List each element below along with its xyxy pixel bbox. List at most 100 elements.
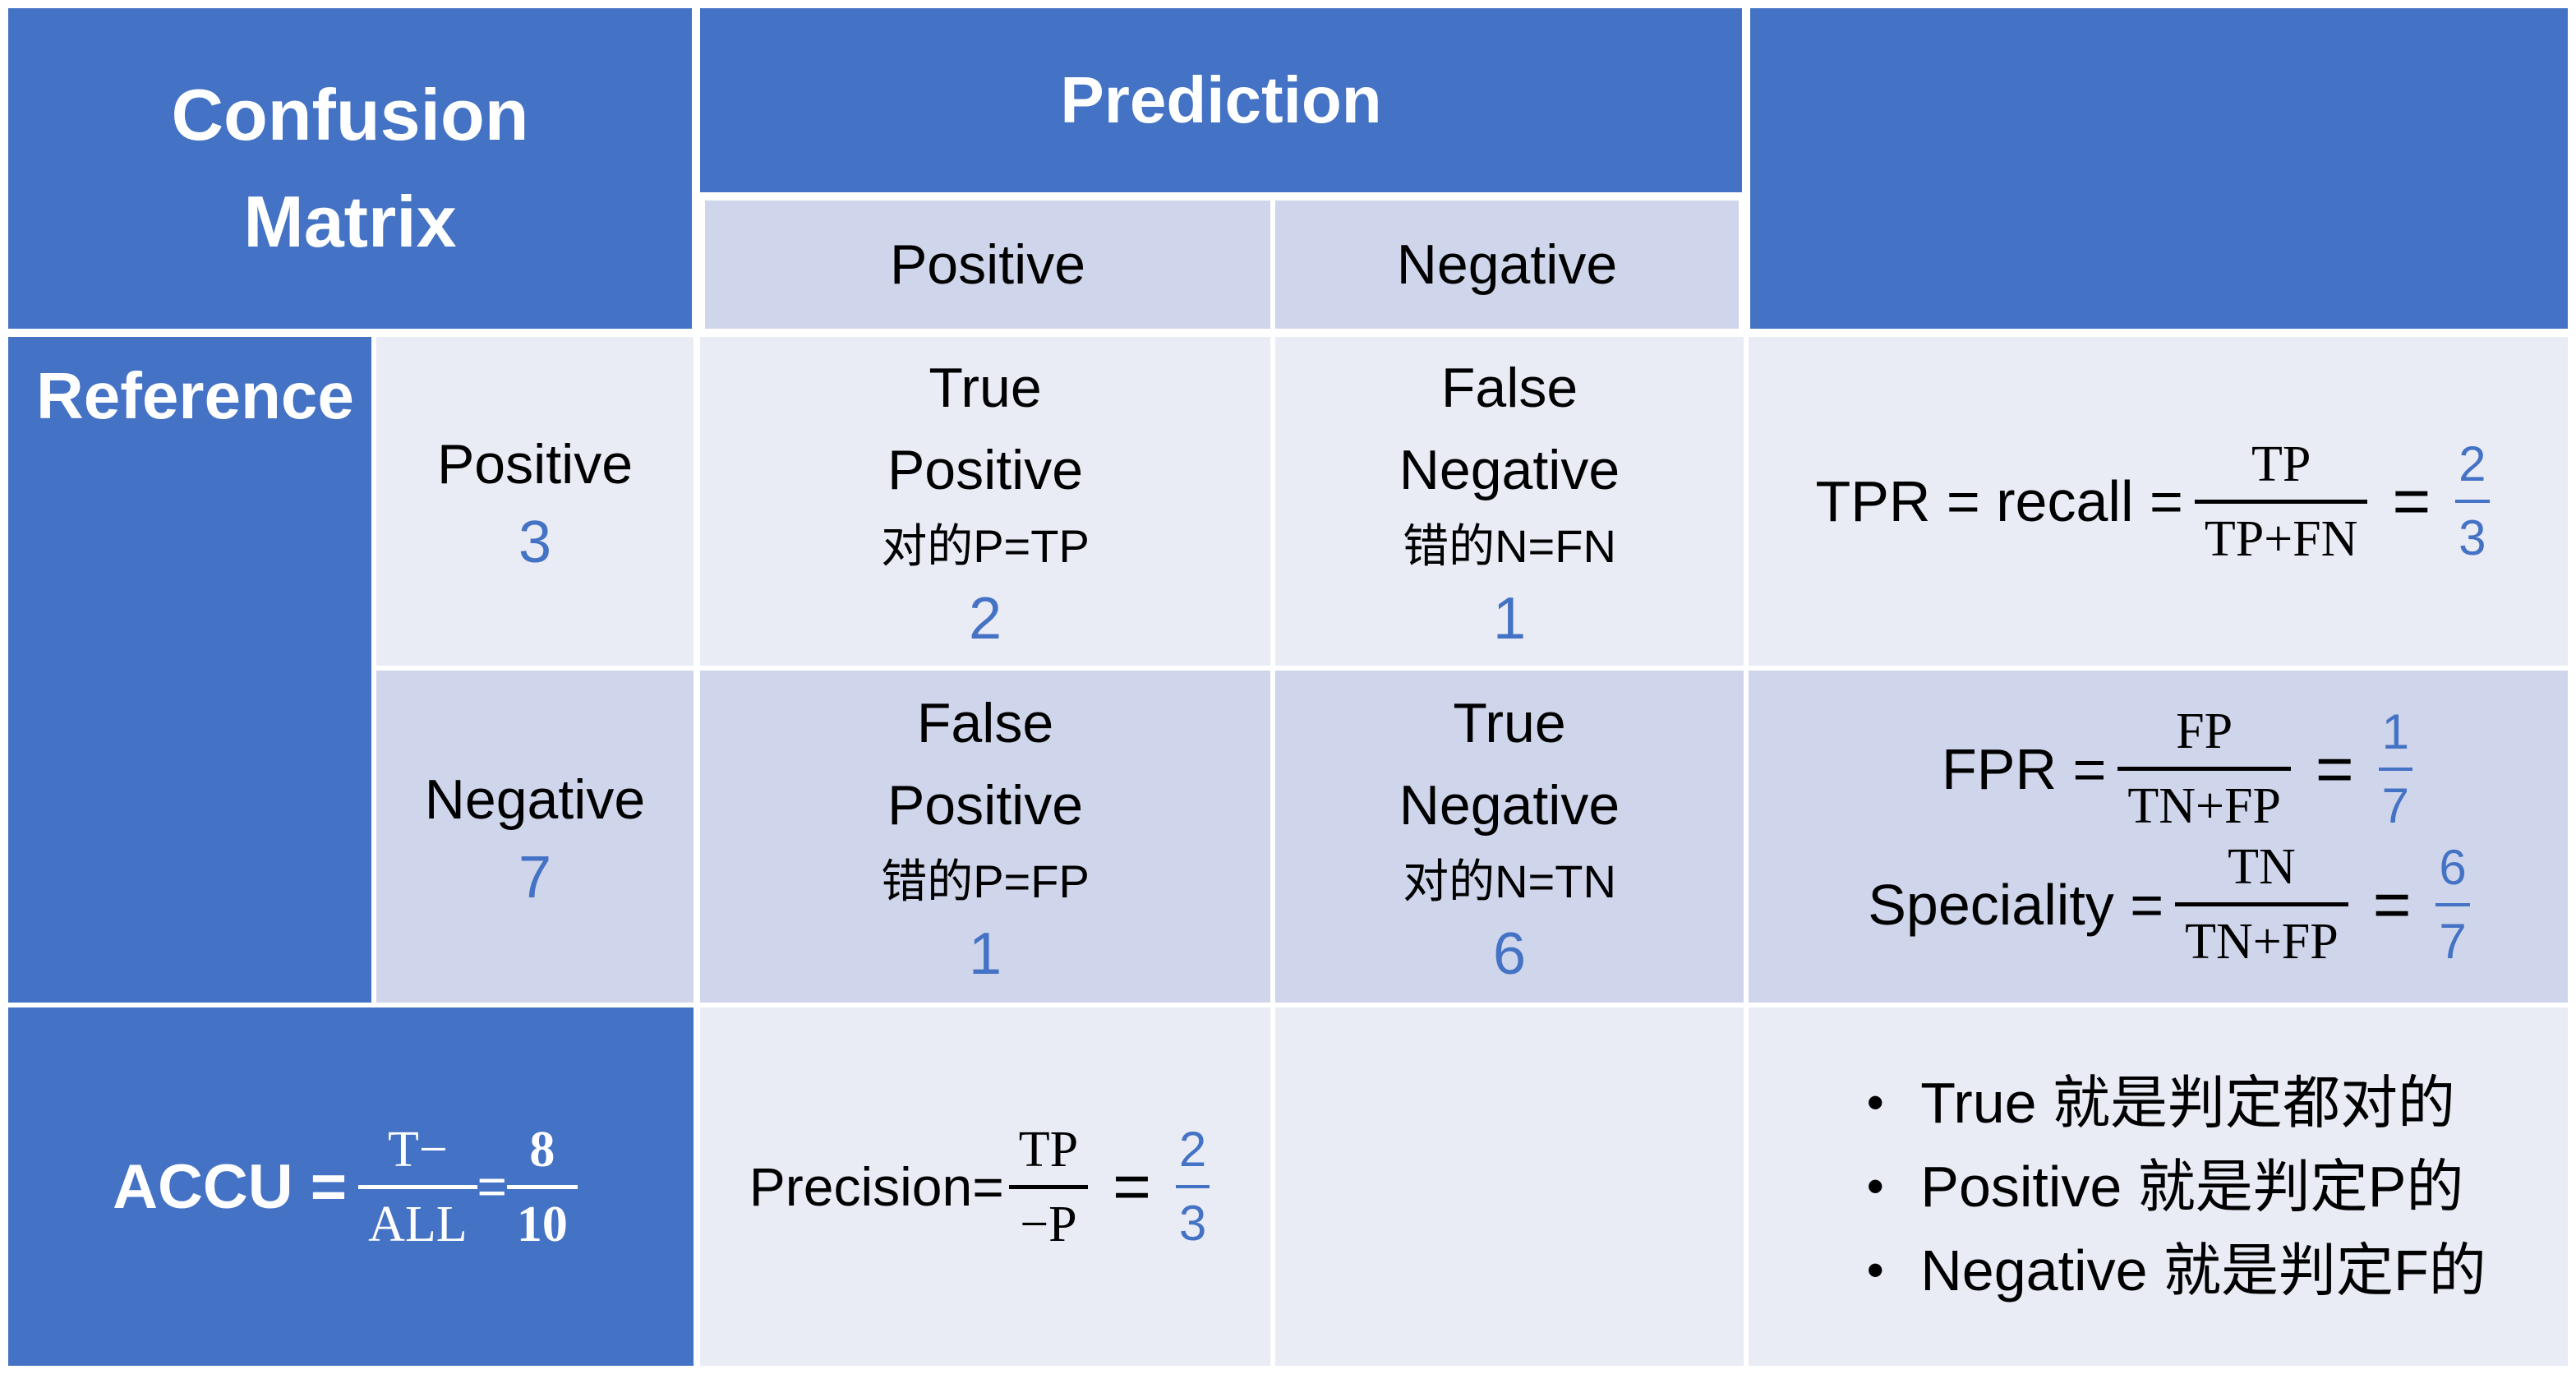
note-text: True 就是判定都对的 [1920, 1071, 2456, 1135]
accu-formula: ACCU = T− ALL = 8 10 [113, 1119, 589, 1255]
fpr-label: FPR = [1942, 736, 2107, 801]
tpr-value-denominator: 3 [2458, 510, 2486, 565]
note-item: • Positive 就是判定P的 [1830, 1145, 2486, 1229]
ref-negative-cell: Negative 7 [376, 671, 694, 1003]
top-right-blank [1750, 8, 2568, 329]
fp-line2: Positive [887, 774, 1084, 837]
accu-cell: ACCU = T− ALL = 8 10 [8, 1007, 694, 1366]
speciality-numerator: TN [2228, 839, 2296, 895]
fpr-denominator: TN+FP [2127, 778, 2281, 834]
fpr-fraction-bar [2117, 767, 2291, 771]
speciality-value-numerator: 6 [2439, 839, 2467, 895]
accu-value: 8 10 [506, 1119, 578, 1255]
accu-label: ACCU = [113, 1151, 348, 1222]
precision-denominator: −P [1020, 1196, 1077, 1252]
speciality-fraction-bar [2175, 902, 2348, 906]
fpr-fraction: FP TN+FP [2117, 701, 2291, 837]
fp-value: 1 [968, 921, 1002, 987]
fn-value: 1 [1492, 586, 1527, 652]
ref-positive-label: Positive [436, 433, 634, 496]
tpr-value: 2 3 [2455, 434, 2490, 569]
bullet-icon: • [1866, 1243, 1884, 1298]
accu-numerator: T− [387, 1121, 448, 1178]
prediction-header: Prediction [700, 8, 1742, 192]
accu-denominator: ALL [368, 1196, 468, 1252]
accu-value-bar [506, 1184, 578, 1189]
prediction-label: Prediction [1060, 63, 1382, 136]
tpr-cell: TPR = recall = TP TP+FN = 2 3 [1749, 337, 2568, 666]
bottom-empty-cell [1275, 1007, 1744, 1366]
ref-negative-count: 7 [518, 845, 552, 911]
tp-line2: Positive [887, 439, 1084, 501]
precision-label: Precision= [749, 1156, 1004, 1217]
fpr-value-numerator: 1 [2381, 703, 2409, 759]
tn-cn: 对的N=TN [1403, 855, 1616, 907]
pred-positive-label: Positive [889, 233, 1086, 296]
notes-list: • True 就是判定都对的 • Positive 就是判定P的 • Negative… [1830, 1061, 2486, 1312]
accu-value-denominator: 10 [516, 1196, 568, 1252]
reference-header: Reference [8, 337, 371, 1003]
fpr-equals: = [2315, 731, 2354, 805]
speciality-formula: Speciality = TN TN+FP = 6 7 [1868, 837, 2482, 972]
accu-fraction-bar [358, 1184, 477, 1189]
ref-positive-count: 3 [518, 509, 552, 575]
ref-negative-label: Negative [424, 768, 646, 831]
fpr-formula: FPR = FP TN+FP = 1 7 [1942, 701, 2424, 837]
tpr-equals: = [2392, 464, 2431, 537]
precision-value-bar [1175, 1185, 1210, 1188]
accu-fraction: T− ALL [358, 1119, 477, 1255]
tp-cell: True Positive 对的P=TP 2 [700, 337, 1270, 666]
tpr-fraction: TP TP+FN [2194, 434, 2368, 569]
speciality-denominator: TN+FP [2185, 914, 2339, 970]
bullet-icon: • [1866, 1159, 1884, 1214]
speciality-label: Speciality = [1868, 872, 2164, 937]
pred-positive-header: Positive [705, 201, 1270, 329]
confusion-matrix-title: Confusion Matrix [8, 8, 692, 329]
accu-value-numerator: 8 [529, 1121, 555, 1178]
fpr-value-bar [2378, 767, 2412, 771]
speciality-value-bar [2435, 902, 2470, 906]
fn-cn: 错的N=FN [1403, 520, 1616, 572]
note-text: Negative 就是判定F的 [1920, 1238, 2486, 1303]
fn-cell: False Negative 错的N=FN 1 [1275, 337, 1744, 666]
pred-negative-label: Negative [1396, 233, 1618, 296]
speciality-value-denominator: 7 [2439, 913, 2467, 969]
fpr-value-denominator: 7 [2381, 777, 2409, 833]
tpr-denominator: TP+FN [2204, 510, 2358, 567]
note-text: Positive 就是判定P的 [1920, 1155, 2464, 1219]
notes-cell: • True 就是判定都对的 • Positive 就是判定P的 • Negative… [1749, 1007, 2568, 1366]
fn-line1: False [1440, 357, 1578, 419]
tpr-numerator: TP [2251, 436, 2311, 492]
tpr-fraction-bar [2194, 499, 2368, 504]
precision-value: 2 3 [1175, 1119, 1210, 1254]
note-item: • Negative 就是判定F的 [1830, 1229, 2486, 1312]
fp-cell: False Positive 错的P=FP 1 [700, 671, 1270, 1003]
tn-value: 6 [1492, 921, 1527, 987]
note-item: • True 就是判定都对的 [1830, 1061, 2486, 1145]
tp-value: 2 [968, 586, 1002, 652]
tpr-label: TPR = recall = [1815, 469, 2183, 533]
tpr-value-bar [2455, 500, 2490, 503]
tpr-formula: TPR = recall = TP TP+FN = 2 3 [1815, 434, 2500, 569]
precision-numerator: TP [1018, 1121, 1079, 1178]
tn-line2: Negative [1399, 774, 1620, 837]
tpr-value-numerator: 2 [2458, 436, 2486, 491]
tp-cn: 对的P=TP [881, 520, 1090, 572]
title-line-1: Confusion [171, 74, 529, 155]
ref-positive-cell: Positive 3 [376, 337, 694, 666]
precision-fraction-bar [1008, 1184, 1089, 1189]
precision-value-denominator: 3 [1178, 1196, 1207, 1251]
precision-formula: Precision= TP −P = 2 3 [749, 1119, 1221, 1255]
precision-cell: Precision= TP −P = 2 3 [700, 1007, 1270, 1366]
tn-line1: True [1453, 692, 1566, 754]
precision-equals: = [1113, 1150, 1151, 1223]
tn-cell: True Negative 对的N=TN 6 [1275, 671, 1744, 1003]
fp-line1: False [916, 692, 1054, 754]
precision-value-numerator: 2 [1178, 1122, 1207, 1177]
fpr-speciality-cell: FPR = FP TN+FP = 1 7 Speciality = TN TN+… [1749, 671, 2568, 1003]
speciality-value: 6 7 [2435, 837, 2470, 972]
tp-line1: True [929, 357, 1042, 419]
accu-equals: = [477, 1158, 507, 1215]
speciality-equals: = [2372, 867, 2412, 941]
title-line-2: Matrix [243, 181, 457, 262]
